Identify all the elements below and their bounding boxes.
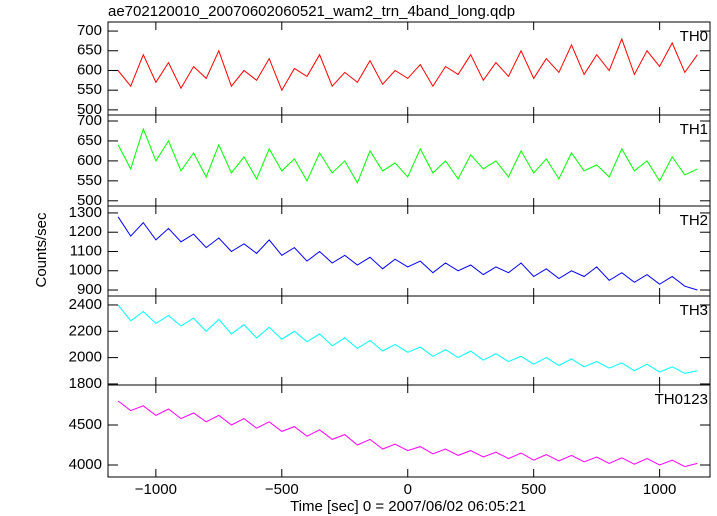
y-tick-label: 4000 (69, 456, 102, 473)
y-tick-label: 1000 (69, 262, 102, 279)
light-curve (117, 127, 698, 185)
panel-frame (107, 21, 711, 116)
y-tick-label: 1800 (69, 375, 102, 392)
y-tick-label: 650 (77, 132, 102, 149)
panel-frame (107, 295, 711, 386)
y-tick-label: 500 (77, 192, 102, 209)
light-curve (117, 37, 698, 92)
y-axis-label: Counts/sec (33, 212, 50, 288)
y-tick-label: 900 (77, 281, 102, 298)
panel-label: TH2 (680, 212, 708, 229)
panel-frame (107, 114, 711, 207)
y-tick-label: 600 (77, 152, 102, 169)
y-tick-label: 700 (77, 112, 102, 129)
panel-label: TH1 (680, 121, 708, 138)
y-tick-label: 2000 (69, 349, 102, 366)
x-tick-label: −1000 (135, 481, 177, 498)
panel-label: TH3 (680, 302, 708, 319)
y-tick-label: 1100 (70, 242, 102, 259)
y-tick-label: 2200 (69, 322, 102, 339)
y-tick-label: 650 (77, 42, 102, 59)
y-tick-label: 1200 (69, 223, 102, 240)
chart-title: ae702120010_20070602060521_wam2_trn_4ban… (108, 3, 515, 20)
y-tick-label: 550 (77, 172, 102, 189)
y-tick-label: 500 (77, 101, 102, 118)
y-tick-label: 600 (77, 61, 102, 78)
light-curve (117, 400, 698, 468)
y-tick-label: 1300 (69, 204, 102, 221)
x-tick-label: 1000 (643, 481, 676, 498)
x-tick-label: −500 (265, 481, 299, 498)
light-curve (117, 304, 698, 374)
x-tick-label: 0 (404, 481, 412, 498)
x-tick-label: 500 (521, 481, 546, 498)
panel-frame (107, 384, 711, 478)
panel-label: TH0123 (655, 391, 708, 408)
panel-label: TH0 (680, 28, 708, 45)
y-tick-label: 2400 (69, 296, 102, 313)
y-tick-label: 700 (77, 22, 102, 39)
x-axis-label: Time [sec] 0 = 2007/06/02 06:05:21 (290, 498, 526, 515)
panel-frame (107, 205, 711, 297)
y-tick-label: 4500 (69, 416, 102, 433)
y-tick-label: 550 (77, 81, 102, 98)
light-curve (117, 216, 698, 291)
